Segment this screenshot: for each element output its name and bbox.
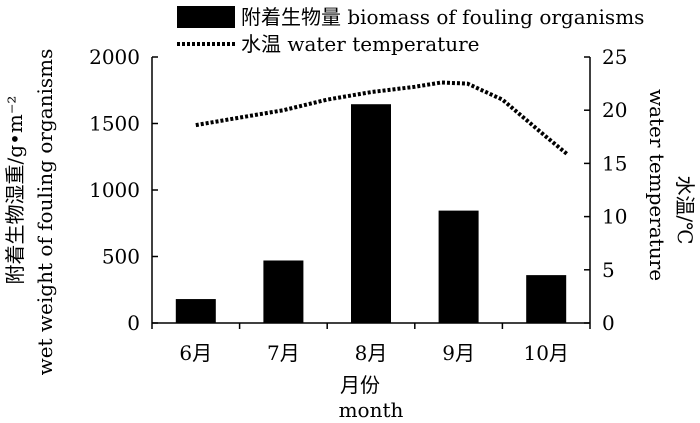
legend-bar-swatch — [177, 6, 235, 28]
left-axis-title-line2: wet weight of fouling organisms — [33, 49, 57, 376]
x-tick-label: 10月 — [523, 341, 568, 365]
x-axis-title-line2: month — [339, 398, 404, 422]
bar-10月 — [526, 275, 567, 323]
right-axis-ticks: 0 5 10 15 20 25 — [584, 45, 627, 335]
bar-series — [175, 104, 567, 323]
x-axis-ticks: 6月 7月 8月 9月 10月 — [151, 323, 591, 365]
left-tick-label: 2000 — [89, 45, 140, 69]
left-tick-label: 0 — [127, 311, 140, 335]
temperature-line — [195, 80, 570, 157]
right-axis-title-line1: 水温/℃ — [673, 175, 697, 244]
x-tick-label: 8月 — [355, 341, 388, 365]
x-axis-title-line1: 月份 — [340, 373, 380, 397]
left-axis-title-line1: 附着生物湿重/g•m⁻² — [3, 96, 27, 285]
right-tick-label: 15 — [602, 151, 627, 175]
left-axis-title-2: wet weight of fouling organisms — [33, 49, 57, 376]
x-tick-label: 7月 — [267, 341, 300, 365]
right-axis-title-line2: water temperature — [645, 89, 669, 281]
bar-8月 — [351, 104, 391, 323]
legend-line-label: 水温 water temperature — [241, 32, 479, 56]
temperature-series — [195, 80, 570, 157]
right-tick-label: 5 — [602, 258, 615, 282]
right-axis-title-2: water temperature — [645, 89, 669, 281]
right-axis-title: 水温/℃ — [673, 175, 697, 244]
right-tick-label: 20 — [602, 98, 627, 122]
legend-bar-label: 附着生物量 biomass of fouling organisms — [241, 5, 644, 29]
x-tick-label: 6月 — [179, 341, 212, 365]
right-tick-label: 10 — [602, 205, 627, 229]
x-tick-label: 9月 — [442, 341, 475, 365]
bar-9月 — [438, 210, 479, 323]
left-axis-title: 附着生物湿重/g•m⁻² — [3, 96, 27, 285]
bar-7月 — [263, 260, 304, 323]
right-tick-label: 0 — [602, 311, 615, 335]
left-tick-label: 1000 — [89, 178, 140, 202]
left-axis-ticks: 0 500 1000 1500 2000 — [89, 45, 158, 335]
bar-6月 — [175, 299, 216, 323]
left-tick-label: 500 — [102, 245, 140, 269]
legend: 附着生物量 biomass of fouling organisms 水温 wa… — [177, 5, 644, 56]
left-tick-label: 1500 — [89, 112, 140, 136]
right-tick-label: 25 — [602, 45, 627, 69]
